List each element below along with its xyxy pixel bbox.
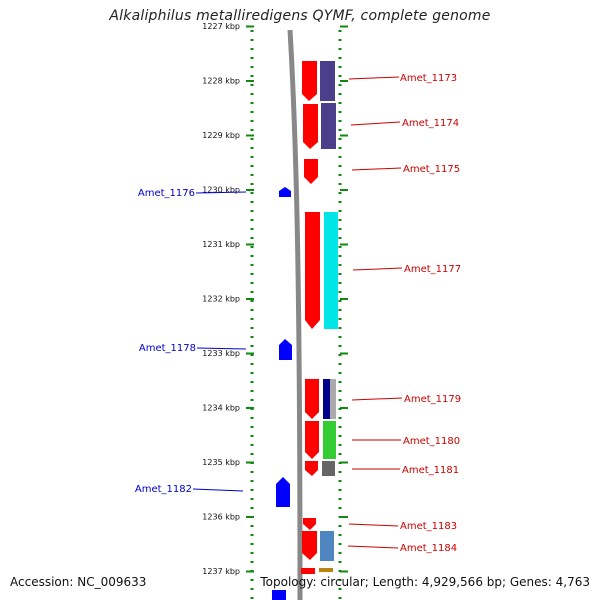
gene-label-amet-1182[interactable]: Amet_1182 bbox=[135, 484, 192, 495]
tick-label: 1227 kbp bbox=[202, 22, 240, 31]
gene-label-amet-1175[interactable]: Amet_1175 bbox=[403, 164, 460, 175]
reverse-genes bbox=[272, 187, 292, 600]
reverse-gene-labels: Amet_1176 Amet_1178 Amet_1182 bbox=[135, 188, 196, 495]
gene-arrow-amet-1183[interactable] bbox=[303, 518, 316, 530]
cog-block-amet-1184 bbox=[320, 531, 334, 561]
gene-arrow-bottom-forward[interactable] bbox=[301, 568, 315, 574]
gene-arrow-amet-1182[interactable] bbox=[276, 477, 290, 507]
genome-backbone bbox=[287, 29, 303, 600]
gene-label-amet-1178[interactable]: Amet_1178 bbox=[139, 343, 196, 354]
tick-label: 1233 kbp bbox=[202, 349, 240, 358]
gene-label-amet-1183[interactable]: Amet_1183 bbox=[400, 521, 457, 532]
genome-title: Alkaliphilus metalliredigens QYMF, compl… bbox=[109, 8, 491, 24]
tick-label: 1228 kbp bbox=[202, 77, 240, 86]
cog-block-amet-1179-a bbox=[323, 379, 330, 419]
gene-label-amet-1173[interactable]: Amet_1173 bbox=[400, 73, 457, 84]
tick-label: 1232 kbp bbox=[202, 295, 240, 304]
tick-marks bbox=[246, 25, 348, 573]
gene-arrow-amet-1177[interactable] bbox=[305, 212, 320, 329]
forward-gene-labels: Amet_1173 Amet_1174 Amet_1175 Amet_1177 … bbox=[400, 73, 461, 554]
gene-arrow-amet-1175[interactable] bbox=[304, 159, 318, 184]
gene-arrow-amet-1178[interactable] bbox=[279, 339, 292, 360]
cog-block-bottom bbox=[319, 568, 333, 572]
tick-label: 1237 kbp bbox=[202, 567, 240, 576]
cog-block-amet-1181 bbox=[322, 461, 335, 476]
gene-label-amet-1174[interactable]: Amet_1174 bbox=[402, 118, 459, 129]
cog-block-amet-1173 bbox=[320, 61, 335, 101]
accession-text: Accession: NC_009633 bbox=[10, 575, 147, 589]
gene-arrow-amet-1184[interactable] bbox=[302, 531, 317, 560]
tick-labels: 1227 kbp 1228 kbp 1229 kbp 1230 kbp 1231 kbp… bbox=[202, 22, 240, 576]
tick-label: 1229 kbp bbox=[202, 131, 240, 140]
tick-label: 1236 kbp bbox=[202, 513, 240, 522]
gene-label-amet-1179[interactable]: Amet_1179 bbox=[404, 394, 461, 405]
gene-arrow-amet-1179[interactable] bbox=[305, 379, 319, 419]
forward-genes bbox=[301, 61, 338, 574]
label-connectors bbox=[192, 76, 403, 549]
cog-block-amet-1179-b bbox=[330, 379, 336, 419]
gene-label-amet-1181[interactable]: Amet_1181 bbox=[402, 465, 459, 476]
gene-arrow-amet-1176[interactable] bbox=[279, 187, 291, 197]
gene-label-amet-1176[interactable]: Amet_1176 bbox=[138, 188, 195, 199]
gene-label-amet-1184[interactable]: Amet_1184 bbox=[400, 543, 457, 554]
gene-label-amet-1180[interactable]: Amet_1180 bbox=[403, 436, 460, 447]
tick-label: 1235 kbp bbox=[202, 458, 240, 467]
gene-arrow-amet-1181[interactable] bbox=[305, 461, 318, 476]
cog-block-amet-1177 bbox=[324, 212, 338, 329]
gene-arrow-amet-1174[interactable] bbox=[303, 104, 318, 149]
cog-block-amet-1174 bbox=[321, 103, 336, 149]
tick-label: 1231 kbp bbox=[202, 240, 240, 249]
tick-label: 1234 kbp bbox=[202, 404, 240, 413]
genome-summary-text: Topology: circular; Length: 4,929,566 bp… bbox=[260, 575, 590, 589]
gene-label-amet-1177[interactable]: Amet_1177 bbox=[404, 264, 461, 275]
gene-arrow-amet-1173[interactable] bbox=[302, 61, 317, 101]
cog-block-amet-1180 bbox=[323, 421, 336, 459]
gene-arrow-bottom[interactable] bbox=[272, 590, 286, 600]
tick-label: 1230 kbp bbox=[202, 186, 240, 195]
gene-arrow-amet-1180[interactable] bbox=[305, 421, 319, 459]
